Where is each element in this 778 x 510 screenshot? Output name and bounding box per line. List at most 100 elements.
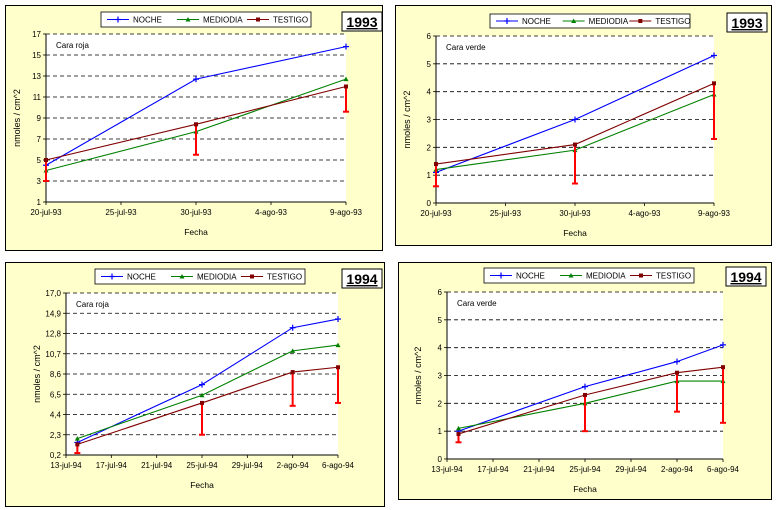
- chart-svg: 0 1 2 3 4 5 6 13-jul-94 17-jul-94 21-jul-94 25-jul…: [413, 266, 767, 494]
- x-tick-label: 25-jul-94: [569, 465, 601, 474]
- year-badge-box: [726, 12, 768, 33]
- data-point-mediodia: [456, 425, 461, 431]
- error-bar: [43, 160, 49, 182]
- x-axis-label: Fecha: [184, 227, 208, 237]
- legend-marker: [109, 273, 115, 280]
- chart-panel-1993-cara-verde: 0 1 2 3 4 5 6 20-jul-93 25-jul-93 30-jul-93 4-ago-…: [395, 5, 772, 246]
- data-point-mediodia: [290, 348, 296, 353]
- legend-marker: [568, 273, 574, 278]
- x-axis-label: Fecha: [573, 484, 597, 494]
- data-point-testigo: [583, 392, 587, 397]
- x-tick-label: 30-jul-93: [559, 209, 591, 218]
- data-point-testigo: [44, 158, 48, 162]
- data-point-noche: [720, 341, 726, 348]
- x-tick-label: 13-jul-94: [431, 465, 463, 474]
- legend-label: MEDIODIA: [203, 16, 243, 25]
- error-bar: [193, 124, 199, 156]
- error-bar: [343, 86, 349, 113]
- error-bar: [674, 372, 680, 413]
- data-point-testigo: [721, 365, 725, 370]
- legend-label: TESTIGO: [273, 16, 308, 25]
- data-point-noche: [711, 52, 717, 59]
- y-tick-label: 2,3: [50, 431, 62, 440]
- y-tick-label: 4,4: [50, 411, 62, 420]
- legend-box: [483, 267, 695, 284]
- error-bar: [335, 367, 341, 404]
- x-tick-label: 13-jul-94: [50, 461, 82, 470]
- y-tick-label: 0,2: [50, 451, 62, 460]
- legend-label: TESTIGO: [267, 273, 302, 282]
- x-tick-label: 29-jul-94: [232, 461, 264, 470]
- series-line-noche: [77, 318, 339, 443]
- legend-marker: [179, 274, 185, 279]
- data-point-testigo: [336, 365, 340, 370]
- y-tick-label: 5: [438, 316, 443, 325]
- y-tick-label: 1: [37, 198, 42, 207]
- year-badge: 1994: [346, 271, 377, 287]
- year-badge: 1993: [731, 15, 762, 31]
- y-tick-label: 2: [427, 143, 432, 152]
- x-tick-label: 2-ago-94: [277, 461, 310, 470]
- y-tick-label: 3: [438, 372, 443, 381]
- x-tick-label: 9-ago-93: [698, 209, 731, 218]
- year-badge-box: [341, 11, 383, 32]
- chart-panel-1994-cara-verde: 0 1 2 3 4 5 6 13-jul-94 17-jul-94 21-jul-94 25-jul…: [398, 262, 772, 500]
- data-point-testigo: [456, 431, 461, 436]
- x-tick-label: 6-ago-94: [707, 465, 740, 474]
- data-point-noche: [572, 116, 578, 123]
- x-axis-label: Fecha: [190, 480, 214, 490]
- y-tick-label: 7: [37, 135, 42, 144]
- legend-marker: [115, 16, 121, 23]
- legend-label: MEDIODIA: [197, 273, 237, 282]
- year-badge: 1994: [730, 269, 761, 285]
- legend-marker: [498, 272, 504, 279]
- series-line-testigo: [77, 366, 339, 445]
- y-tick-label: 11: [33, 93, 42, 102]
- y-tick-label: 6: [427, 32, 432, 41]
- y-axis-label: nmoles / cm^2: [413, 347, 423, 405]
- chart-panel-1994-cara-roja: 0,2 2,3 4,4 6,5 8,6 10,7 12,8 14,9 17,0 13-jul-94…: [5, 262, 385, 507]
- y-tick-label: 9: [37, 114, 42, 123]
- x-tick-label: 30-jul-93: [180, 208, 212, 217]
- legend-marker: [504, 18, 510, 24]
- y-tick-label: 5: [37, 156, 42, 165]
- data-point-testigo: [200, 400, 204, 405]
- legend-label: TESTIGO: [656, 272, 691, 281]
- legend-box: [94, 268, 306, 285]
- error-bar: [720, 367, 726, 424]
- year-badge-box: [341, 268, 383, 289]
- y-tick-label: 1: [427, 171, 432, 180]
- series-line-mediodia: [77, 344, 339, 440]
- series-line-mediodia: [458, 380, 723, 429]
- data-point-mediodia: [335, 342, 341, 348]
- y-tick-label: 0: [438, 455, 443, 464]
- data-point-noche: [674, 358, 680, 365]
- chart-subtitle: Cara verde: [446, 43, 486, 52]
- y-tick-label: 14,9: [45, 309, 61, 318]
- legend-label: MEDIODIA: [589, 17, 629, 26]
- data-point-testigo: [712, 81, 716, 86]
- chart-svg: 0,2 2,3 4,4 6,5 8,6 10,7 12,8 14,9 17,0 13-jul-94…: [32, 268, 383, 490]
- legend-marker: [639, 273, 643, 278]
- data-point-testigo: [344, 84, 348, 89]
- y-axis-label: nmoles / cm^2: [32, 345, 42, 403]
- chart-panel-1993-cara-roja: 1 3 5 7 9 11 13 15 17 20-jul-93 25-jul-93 30-jul-93…: [5, 5, 383, 251]
- error-bar: [199, 402, 205, 436]
- y-tick-label: 6,5: [50, 390, 62, 399]
- error-bar: [433, 164, 439, 188]
- data-point-testigo: [675, 370, 679, 375]
- y-tick-label: 15: [32, 51, 41, 60]
- y-tick-label: 1: [438, 427, 443, 436]
- x-tick-label: 21-jul-94: [141, 461, 173, 470]
- data-point-noche: [335, 316, 341, 323]
- y-tick-label: 3: [427, 116, 432, 125]
- error-bar: [572, 144, 578, 185]
- x-tick-label: 2-ago-94: [661, 465, 694, 474]
- x-tick-label: 4-ago-93: [628, 209, 661, 218]
- legend-box: [100, 11, 312, 28]
- x-tick-label: 25-jul-94: [186, 461, 218, 470]
- data-point-noche: [199, 381, 205, 388]
- x-tick-label: 20-jul-93: [30, 208, 62, 217]
- legend-label: MEDIODIA: [586, 272, 626, 281]
